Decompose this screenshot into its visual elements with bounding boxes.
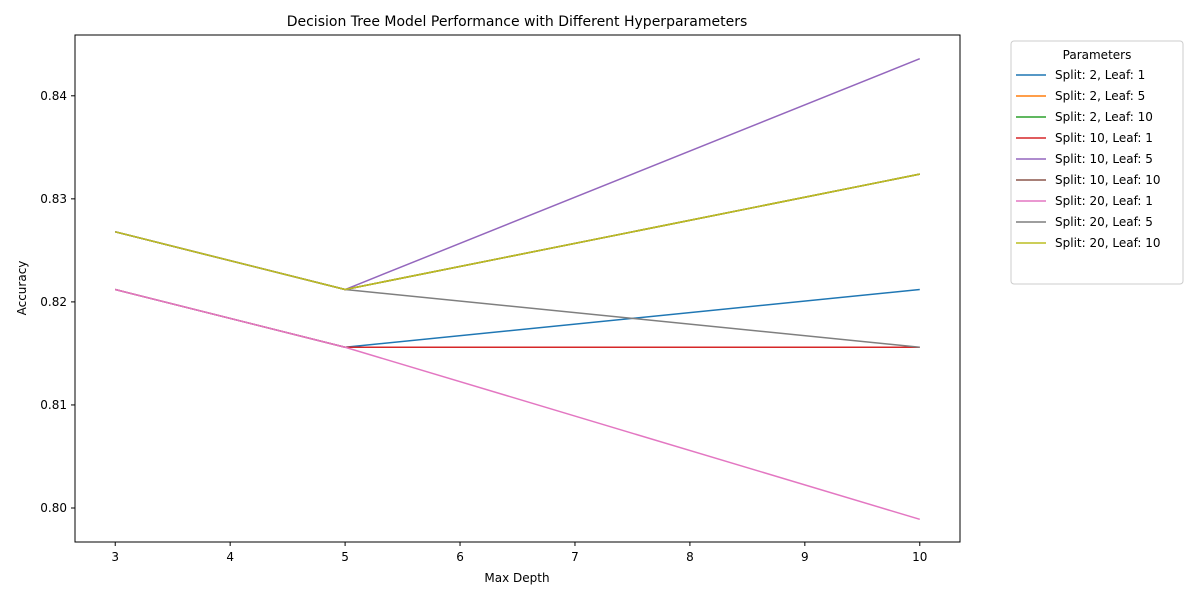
x-tick-label: 3 xyxy=(111,550,119,564)
y-tick-label: 0.82 xyxy=(40,295,67,309)
legend-items: Split: 2, Leaf: 1 Split: 2, Leaf: 5 Split:… xyxy=(1016,68,1161,250)
y-tick-label: 0.81 xyxy=(40,398,67,412)
x-tick-label: 5 xyxy=(341,550,349,564)
series-line-6 xyxy=(115,173,920,291)
legend-label: Split: 10, Leaf: 10 xyxy=(1055,173,1161,187)
legend-label: Split: 2, Leaf: 5 xyxy=(1055,89,1145,103)
x-tick-label: 10 xyxy=(912,550,927,564)
x-axis-ticks: 3 4 5 6 7 8 9 10 xyxy=(111,542,927,564)
x-tick-label: 7 xyxy=(571,550,579,564)
series-line-7 xyxy=(115,288,920,521)
y-tick-label: 0.83 xyxy=(40,192,67,206)
legend-label: Split: 10, Leaf: 5 xyxy=(1055,152,1153,166)
y-tick-label: 0.84 xyxy=(40,89,67,103)
series-line-4 xyxy=(115,288,920,348)
legend-label: Split: 2, Leaf: 10 xyxy=(1055,110,1153,124)
legend-label: Split: 2, Leaf: 1 xyxy=(1055,68,1145,82)
x-axis-label: Max Depth xyxy=(484,571,549,585)
legend-title: Parameters xyxy=(1063,48,1132,62)
legend-label: Split: 20, Leaf: 1 xyxy=(1055,194,1153,208)
y-axis-label: Accuracy xyxy=(15,261,29,316)
series-line-3 xyxy=(115,173,920,291)
series-line-1 xyxy=(115,288,920,348)
plot-frame xyxy=(74,34,961,543)
series-layer xyxy=(115,58,921,521)
y-axis-ticks: 0.80 0.81 0.82 0.83 0.84 xyxy=(40,89,75,515)
series-line-9 xyxy=(115,173,920,291)
x-tick-label: 9 xyxy=(801,550,809,564)
legend-label: Split: 20, Leaf: 5 xyxy=(1055,215,1153,229)
y-tick-label: 0.80 xyxy=(40,501,67,515)
series-line-2 xyxy=(115,173,920,291)
x-tick-label: 6 xyxy=(456,550,464,564)
legend-label: Split: 20, Leaf: 10 xyxy=(1055,236,1161,250)
legend-box xyxy=(1010,40,1184,285)
chart-title: Decision Tree Model Performance with Dif… xyxy=(287,14,748,30)
legend-label: Split: 10, Leaf: 1 xyxy=(1055,131,1153,145)
x-tick-label: 4 xyxy=(226,550,234,564)
x-tick-label: 8 xyxy=(686,550,694,564)
